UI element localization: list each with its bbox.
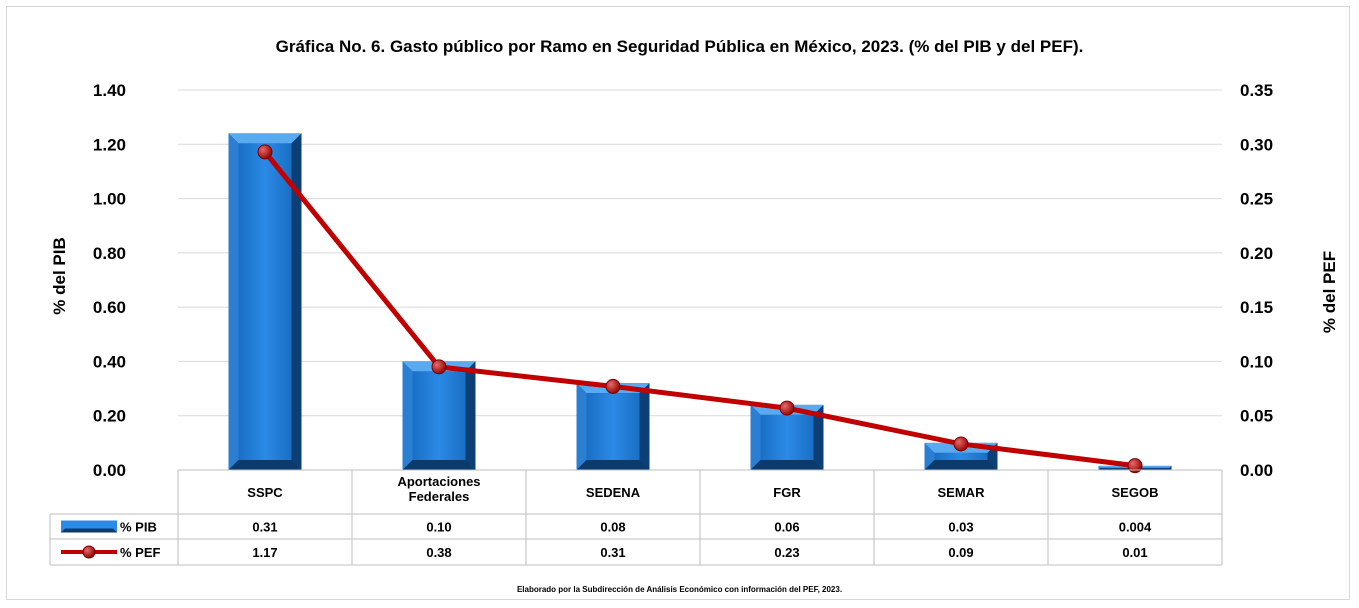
- series-point-pef: [779, 400, 795, 416]
- y-tick-left: 0.20: [93, 407, 126, 426]
- y-tick-right: 0.10: [1240, 352, 1273, 371]
- table-cell-pib: 0.06: [774, 520, 799, 535]
- y-tick-left: 0.80: [93, 244, 126, 263]
- table-cell-pef: 0.09: [948, 545, 973, 560]
- y-tick-left: 0.00: [93, 461, 126, 480]
- y-tick-right: 0.35: [1240, 81, 1273, 100]
- x-tick-label: SSPC: [247, 485, 283, 500]
- series-point-pef: [1127, 458, 1143, 474]
- bar: [402, 361, 476, 470]
- bar: [576, 383, 650, 470]
- footnote: Elaborado por la Subdirección de Análisi…: [516, 585, 843, 594]
- table-cell-pef: 0.01: [1122, 545, 1147, 560]
- y-tick-left: 1.40: [93, 81, 126, 100]
- y-tick-left: 1.20: [93, 135, 126, 154]
- table-cell-pef: 0.31: [600, 545, 625, 560]
- x-tick-label: Aportaciones Federales: [397, 474, 480, 504]
- bar: [924, 442, 998, 470]
- x-tick-label: SEDENA: [586, 485, 641, 500]
- y-tick-right: 0.15: [1240, 298, 1273, 317]
- legend-key-pef-marker: [82, 545, 96, 559]
- table-cell-pib: 0.08: [600, 520, 625, 535]
- legend-label-pib: % PIB: [120, 520, 157, 535]
- table-cell-pef: 1.17: [252, 545, 277, 560]
- series-line-pef: [263, 150, 1136, 469]
- series-point-pef: [257, 144, 273, 160]
- y-tick-right: 0.00: [1240, 461, 1273, 480]
- chart-frame: [6, 6, 1350, 600]
- x-tick-label: SEGOB: [1112, 485, 1159, 500]
- y-tick-right: 0.05: [1240, 407, 1273, 426]
- y-tick-left: 0.40: [93, 352, 126, 371]
- chart-title: Gráfica No. 6. Gasto público por Ramo en…: [275, 37, 1084, 56]
- table-cell-pef: 0.23: [774, 545, 799, 560]
- table-cell-pef: 0.38: [426, 545, 451, 560]
- legend-key-pib: [61, 520, 117, 533]
- y-tick-right: 0.30: [1240, 135, 1273, 154]
- table-cell-pib: 0.004: [1119, 520, 1152, 535]
- bar: [228, 133, 302, 470]
- table-cell-pib: 0.31: [252, 520, 277, 535]
- y-tick-left: 0.60: [93, 298, 126, 317]
- y-tick-right: 0.20: [1240, 244, 1273, 263]
- table-cell-pib: 0.10: [426, 520, 451, 535]
- series-point-pef: [605, 378, 621, 394]
- series-point-pef: [431, 359, 447, 375]
- table-cell-pib: 0.03: [948, 520, 973, 535]
- x-tick-label: FGR: [773, 485, 801, 500]
- legend-label-pef: % PEF: [120, 545, 161, 560]
- series-point-pef: [953, 436, 969, 452]
- y-tick-right: 0.25: [1240, 190, 1273, 209]
- y-tick-left: 1.00: [93, 190, 126, 209]
- x-tick-label: SEMAR: [938, 485, 986, 500]
